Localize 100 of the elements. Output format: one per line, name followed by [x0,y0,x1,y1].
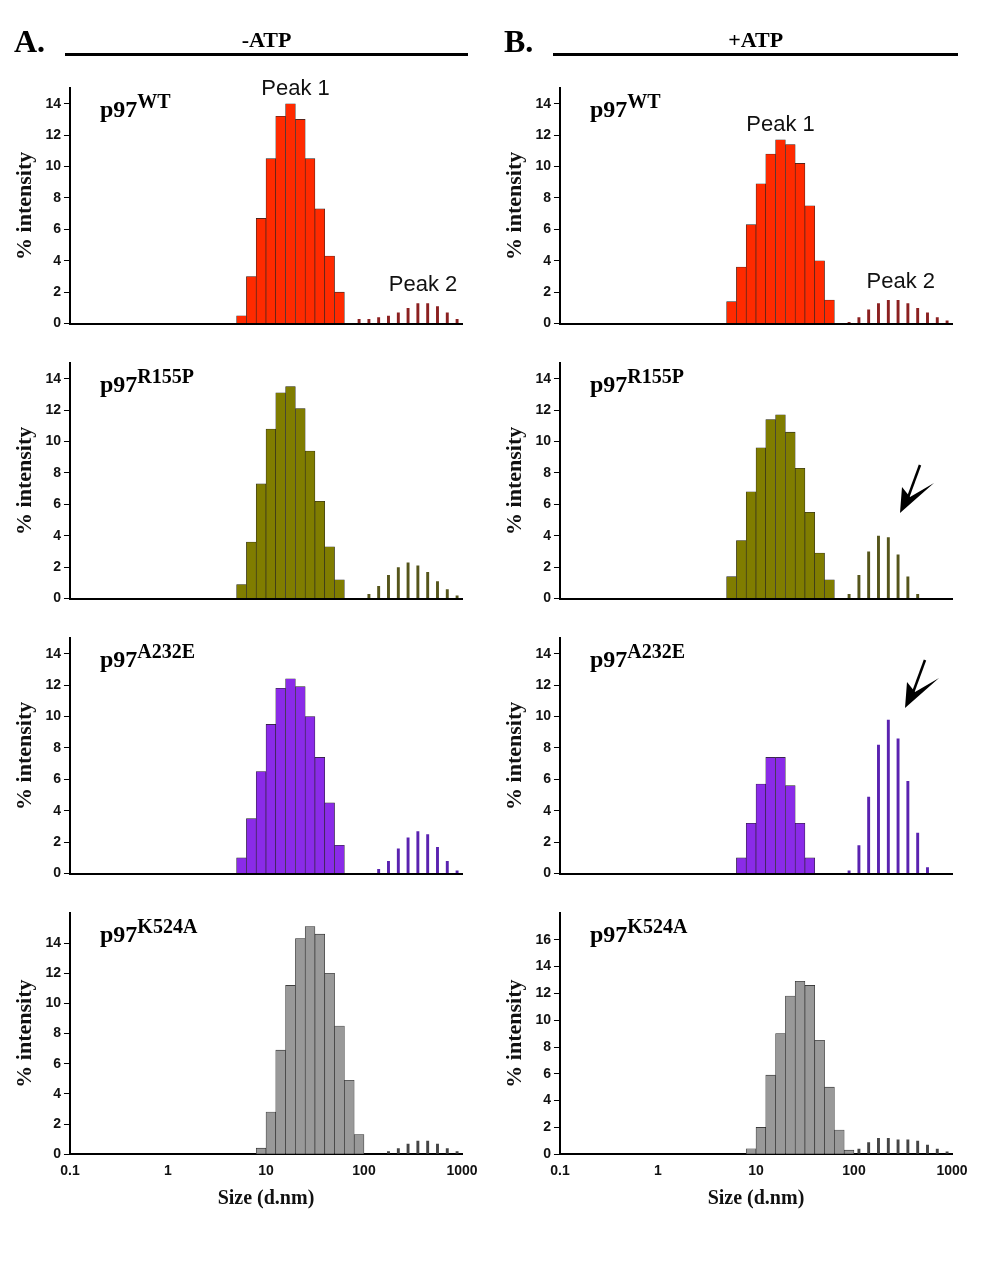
y-tick-label: 10 [535,707,552,724]
y-tick-label: 0 [53,589,62,606]
y-tick-label: 8 [543,738,552,755]
y-tick-label: 14 [45,644,62,661]
y-tick-label: 0 [543,864,552,881]
y-tick-label: 14 [45,369,62,386]
y-tick-label: 12 [45,400,62,417]
x-tick-label: 0.1 [550,1162,570,1179]
y-tick-label: 16 [535,930,552,947]
y-axis-title: % intensity [10,426,36,535]
y-tick-label: 4 [53,1084,62,1101]
annotation: Peak 1 [261,74,330,100]
y-tick-label: 4 [53,526,62,543]
y-tick-label: 4 [53,801,62,818]
y-tick-label: 6 [53,495,62,512]
y-tick-label: 10 [45,707,62,724]
y-tick-label: 4 [543,1091,552,1108]
annotation: Peak 2 [388,271,458,297]
y-tick-label: 2 [543,1118,552,1135]
y-axis-title: % intensity [500,426,526,535]
x-axis-title: Size (d.nm) [217,1186,315,1210]
y-tick-label: 12 [45,675,62,692]
chart-title: p97$^{WT}$ [100,90,171,123]
y-tick-label: 4 [543,801,552,818]
y-tick-label: 2 [543,283,552,300]
y-tick-label: 6 [53,770,62,787]
y-tick-label: 10 [535,432,552,449]
y-tick-label: 0 [53,1145,62,1162]
y-tick-label: 6 [53,220,62,237]
y-tick-label: 14 [45,94,62,111]
annotation: Peak 1 [746,110,815,136]
text: +ATP [553,27,958,56]
y-tick-label: 10 [45,157,62,174]
chart-title: p97$^{R155P}$ [590,365,685,398]
text: A. [14,23,46,60]
y-tick-label: 8 [53,738,62,755]
y-tick-label: 10 [45,432,62,449]
x-axis-title: Size (d.nm) [707,1186,805,1210]
y-axis-title: % intensity [500,151,526,260]
chart-title: p97$^{A232E}$ [590,640,686,673]
y-tick-label: 12 [535,675,552,692]
x-tick-label: 0.1 [60,1162,80,1179]
y-tick-label: 0 [53,314,62,331]
text: B. [504,23,534,60]
y-axis-title: % intensity [500,701,526,810]
y-tick-label: 14 [535,369,552,386]
y-tick-label: 12 [45,964,62,981]
y-tick-label: 14 [535,94,552,111]
y-tick-label: 14 [535,957,552,974]
y-tick-label: 8 [53,188,62,205]
y-tick-label: 8 [543,188,552,205]
y-axis-title: % intensity [10,979,36,1088]
y-tick-label: 12 [535,984,552,1001]
y-tick-label: 0 [543,1145,552,1162]
y-tick-label: 2 [53,558,62,575]
x-tick-label: 1 [164,1162,173,1179]
chart-title: p97$^{WT}$ [590,90,661,123]
x-tick-label: 1000 [936,1162,968,1179]
chart-title: p97$^{A232E}$ [100,640,196,673]
y-tick-label: 0 [53,864,62,881]
annotation: Peak 2 [866,267,935,293]
y-tick-label: 2 [543,833,552,850]
y-tick-label: 12 [535,125,552,142]
y-axis-title: % intensity [10,701,36,810]
chart-title: p97$^{K524A}$ [100,915,198,948]
y-tick-label: 2 [543,558,552,575]
y-tick-label: 2 [53,283,62,300]
y-tick-label: 8 [543,1037,552,1054]
chart-title: p97$^{K524A}$ [590,915,688,948]
x-tick-label: 100 [352,1162,376,1179]
text: -ATP [65,27,468,56]
y-tick-label: 10 [535,1011,552,1028]
y-tick-label: 2 [53,833,62,850]
y-tick-label: 2 [53,1114,62,1131]
y-tick-label: 8 [543,463,552,480]
x-tick-label: 100 [842,1162,866,1179]
y-tick-label: 6 [543,220,552,237]
y-axis-title: % intensity [500,979,526,1088]
y-tick-label: 4 [53,251,62,268]
y-tick-label: 6 [543,495,552,512]
y-tick-label: 12 [45,125,62,142]
y-tick-label: 6 [543,770,552,787]
y-tick-label: 0 [543,589,552,606]
x-tick-label: 10 [258,1162,274,1179]
y-tick-label: 4 [543,526,552,543]
x-tick-label: 1000 [446,1162,478,1179]
y-axis-title: % intensity [10,151,36,260]
y-tick-label: 14 [45,934,62,951]
y-tick-label: 10 [535,157,552,174]
y-tick-label: 6 [543,1064,552,1081]
chart-title: p97$^{R155P}$ [100,365,195,398]
x-tick-label: 1 [654,1162,663,1179]
y-tick-label: 6 [53,1054,62,1071]
y-tick-label: 10 [45,994,62,1011]
y-tick-label: 8 [53,1024,62,1041]
y-tick-label: 14 [535,644,552,661]
x-tick-label: 10 [748,1162,764,1179]
y-tick-label: 8 [53,463,62,480]
y-tick-label: 4 [543,251,552,268]
y-tick-label: 12 [535,400,552,417]
